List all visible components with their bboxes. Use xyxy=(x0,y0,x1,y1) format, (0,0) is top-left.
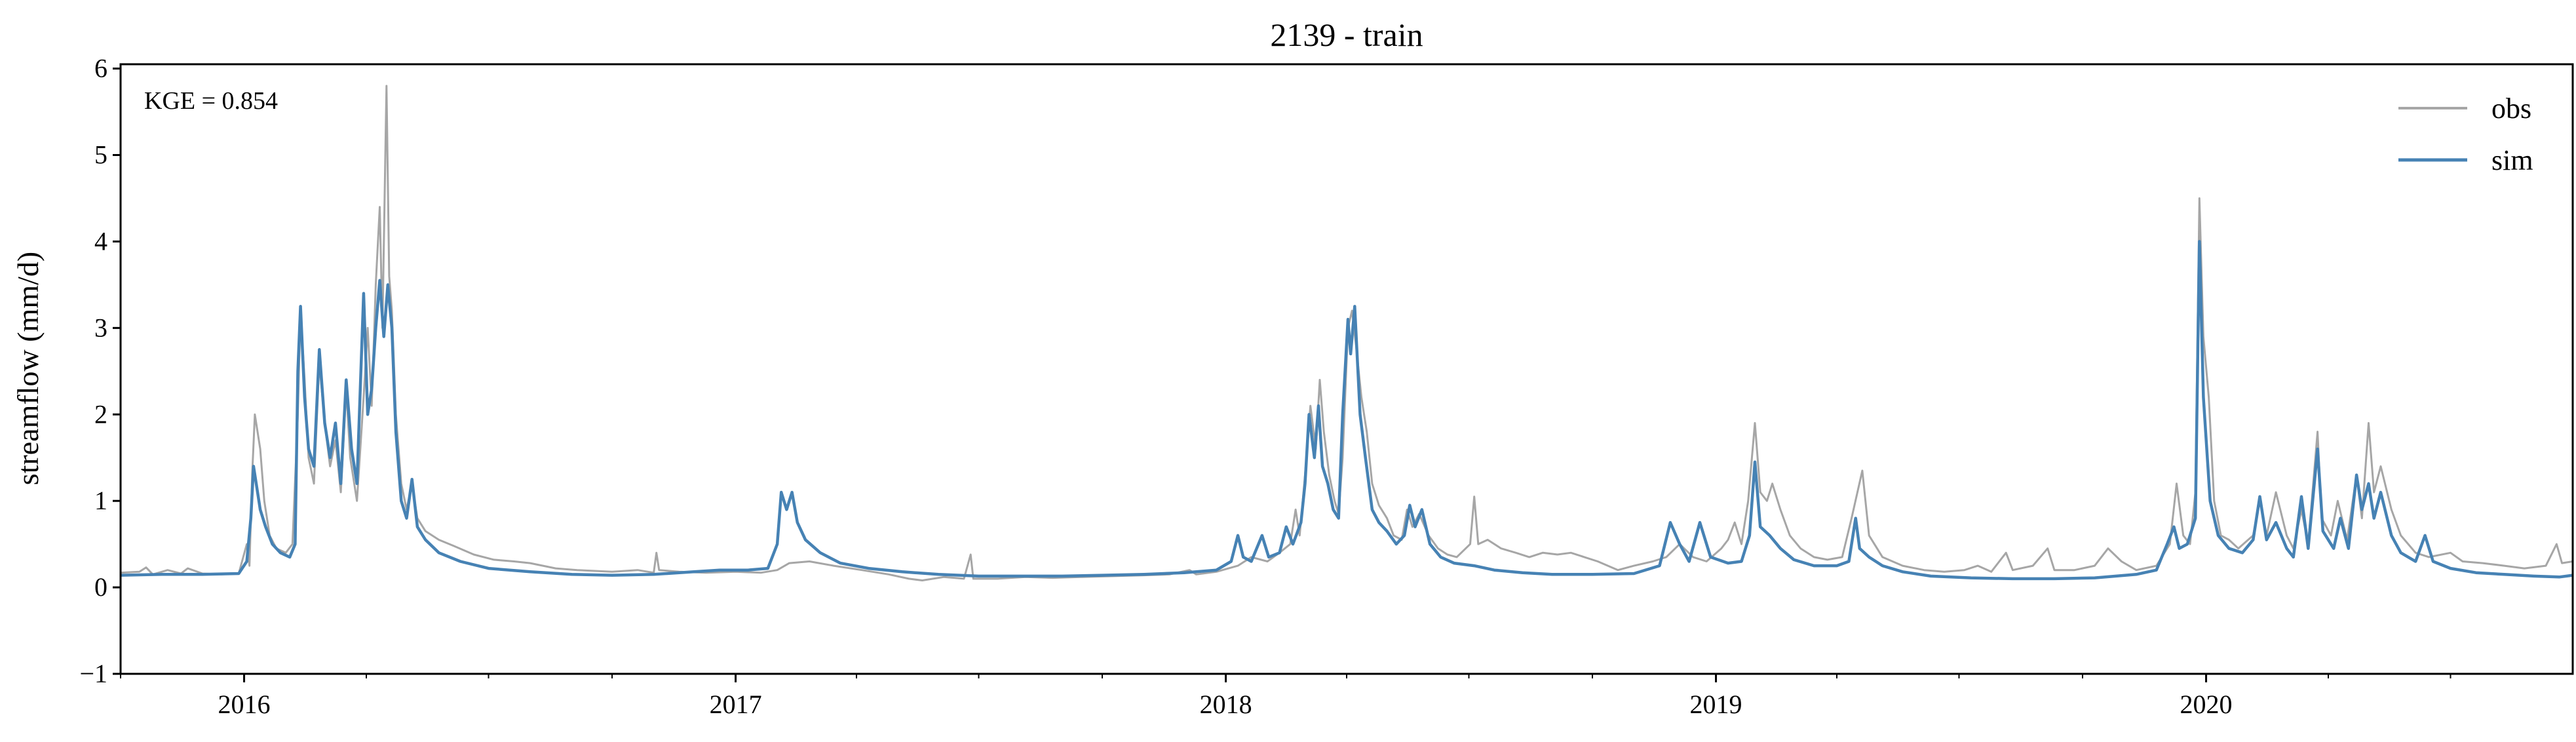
x-tick-label: 2018 xyxy=(1200,690,1252,719)
y-tick-label: 1 xyxy=(94,486,107,515)
x-tick-label: 2019 xyxy=(1690,690,1742,719)
y-axis: −1 0 1 2 3 4 5 6 xyxy=(79,54,121,688)
legend-sim-label: sim xyxy=(2491,144,2533,176)
x-axis: 2016 2017 2018 2019 2020 xyxy=(120,674,2451,719)
series-line-sim xyxy=(120,240,2573,581)
x-tick-label: 2017 xyxy=(710,690,762,719)
y-tick-label: −1 xyxy=(79,659,107,688)
y-tick-label: 4 xyxy=(94,226,107,256)
y-tick-label: 6 xyxy=(94,54,107,83)
y-tick-label: 2 xyxy=(94,399,107,429)
legend: obs sim xyxy=(2398,92,2533,176)
y-tick-label: 5 xyxy=(94,140,107,170)
y-tick-label: 0 xyxy=(94,572,107,602)
x-tick-label: 2016 xyxy=(218,690,271,719)
y-tick-label: 3 xyxy=(94,313,107,342)
plot-area xyxy=(120,85,2573,581)
plot-frame xyxy=(119,63,2574,675)
y-axis-label: streamflow (mm/d) xyxy=(11,252,45,485)
x-tick-label: 2020 xyxy=(2180,690,2233,719)
kge-annotation: KGE = 0.854 xyxy=(144,87,278,115)
legend-obs-label: obs xyxy=(2491,92,2531,125)
chart-title: 2139 - train xyxy=(1270,16,1423,53)
